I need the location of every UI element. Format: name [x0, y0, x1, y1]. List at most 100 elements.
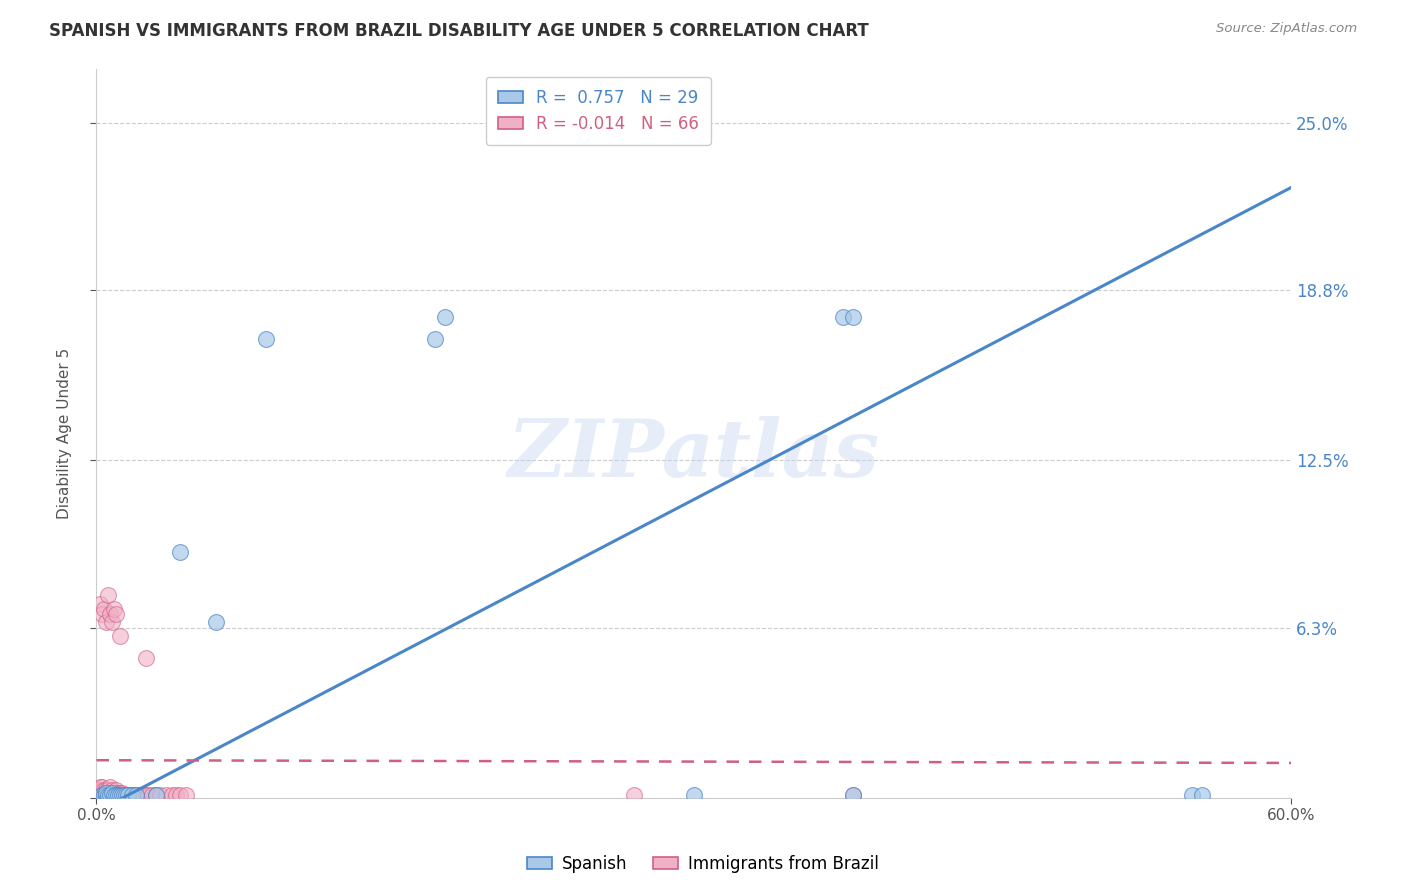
Point	[134, 789, 156, 803]
Point	[135, 789, 157, 803]
Y-axis label: Disability Age Under 5: Disability Age Under 5	[58, 348, 72, 519]
Point	[97, 789, 120, 803]
Point	[96, 789, 118, 803]
Point	[623, 789, 645, 803]
Point	[125, 789, 148, 803]
Point	[96, 789, 118, 803]
Point	[97, 786, 120, 800]
Point	[149, 789, 172, 803]
Point	[91, 607, 114, 622]
Point	[105, 789, 128, 803]
Point	[174, 789, 197, 803]
Point	[105, 789, 128, 803]
Point	[117, 789, 139, 803]
Point	[110, 789, 132, 803]
Point	[103, 786, 125, 800]
Point	[1181, 789, 1204, 803]
Point	[100, 607, 122, 622]
Point	[93, 789, 115, 803]
Point	[842, 310, 865, 324]
Point	[101, 615, 124, 630]
Point	[832, 310, 855, 324]
Point	[101, 786, 124, 800]
Point	[87, 789, 110, 803]
Point	[121, 789, 143, 803]
Point	[100, 786, 122, 800]
Point	[91, 783, 114, 797]
Point	[101, 783, 124, 797]
Point	[91, 780, 114, 795]
Point	[105, 786, 128, 800]
Point	[97, 589, 120, 603]
Point	[100, 789, 122, 803]
Point	[91, 789, 114, 803]
Point	[125, 789, 148, 803]
Text: Source: ZipAtlas.com: Source: ZipAtlas.com	[1216, 22, 1357, 36]
Point	[115, 789, 138, 803]
Point	[97, 783, 120, 797]
Point	[129, 789, 152, 803]
Point	[110, 789, 132, 803]
Point	[112, 789, 135, 803]
Point	[103, 602, 125, 616]
Point	[89, 789, 111, 803]
Point	[89, 786, 111, 800]
Point	[141, 789, 163, 803]
Point	[110, 786, 132, 800]
Point	[254, 332, 277, 346]
Point	[433, 310, 456, 324]
Point	[1191, 789, 1213, 803]
Point	[107, 789, 129, 803]
Point	[93, 602, 115, 616]
Point	[97, 789, 120, 803]
Point	[91, 786, 114, 800]
Point	[121, 789, 143, 803]
Point	[93, 783, 115, 797]
Point	[103, 789, 125, 803]
Point	[110, 629, 132, 643]
Point	[160, 789, 183, 803]
Legend: Spanish, Immigrants from Brazil: Spanish, Immigrants from Brazil	[520, 848, 886, 880]
Point	[165, 789, 187, 803]
Text: SPANISH VS IMMIGRANTS FROM BRAZIL DISABILITY AGE UNDER 5 CORRELATION CHART: SPANISH VS IMMIGRANTS FROM BRAZIL DISABI…	[49, 22, 869, 40]
Point	[101, 789, 124, 803]
Point	[100, 780, 122, 795]
Point	[120, 789, 142, 803]
Point	[111, 786, 134, 800]
Point	[103, 789, 125, 803]
Point	[115, 789, 138, 803]
Point	[136, 789, 159, 803]
Point	[89, 780, 111, 795]
Point	[423, 332, 446, 346]
Point	[91, 789, 114, 803]
Point	[100, 789, 122, 803]
Point	[145, 789, 167, 803]
Point	[169, 789, 191, 803]
Text: ZIPatlas: ZIPatlas	[508, 417, 880, 494]
Point	[93, 786, 115, 800]
Point	[111, 789, 134, 803]
Point	[205, 615, 228, 630]
Point	[89, 597, 111, 611]
Point	[107, 786, 129, 800]
Point	[842, 789, 865, 803]
Point	[145, 789, 167, 803]
Point	[96, 786, 118, 800]
Point	[155, 789, 177, 803]
Point	[169, 545, 191, 559]
Point	[124, 789, 146, 803]
Point	[111, 789, 134, 803]
Point	[117, 789, 139, 803]
Point	[105, 607, 128, 622]
Point	[96, 783, 118, 797]
Point	[96, 786, 118, 800]
Point	[683, 789, 706, 803]
Legend: R =  0.757   N = 29, R = -0.014   N = 66: R = 0.757 N = 29, R = -0.014 N = 66	[486, 77, 710, 145]
Point	[112, 789, 135, 803]
Point	[93, 789, 115, 803]
Point	[842, 789, 865, 803]
Point	[87, 783, 110, 797]
Point	[107, 789, 129, 803]
Point	[105, 783, 128, 797]
Point	[101, 786, 124, 800]
